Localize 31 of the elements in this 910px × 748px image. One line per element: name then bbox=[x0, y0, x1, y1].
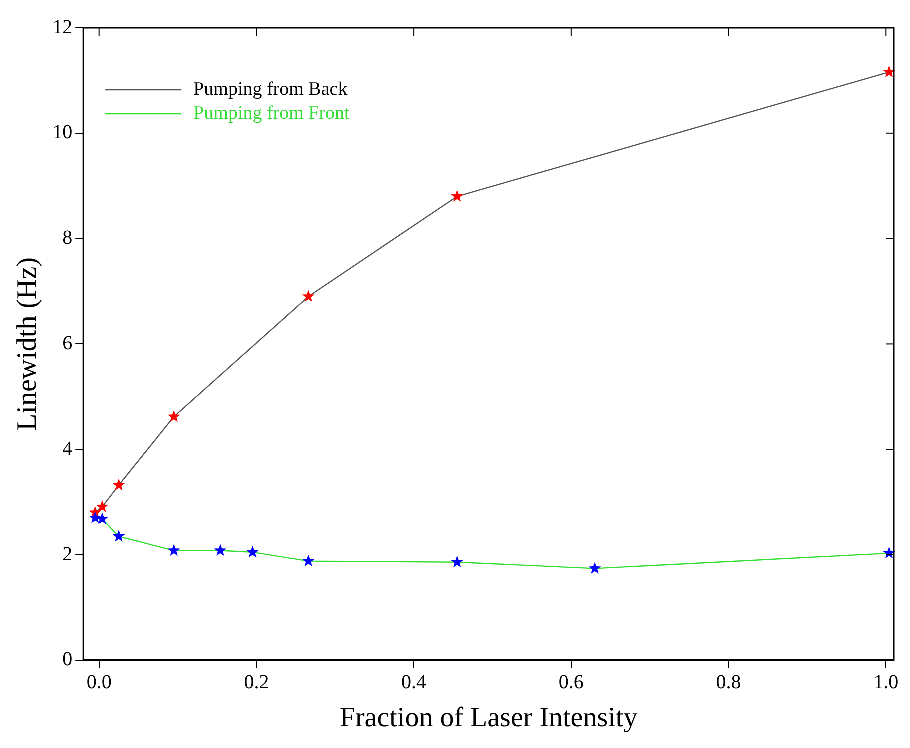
x-tick-label: 0.6 bbox=[558, 672, 584, 694]
y-axis-title: Linewidth (Hz) bbox=[12, 258, 44, 431]
point bbox=[246, 546, 259, 558]
legend-label: Pumping from Front bbox=[194, 102, 351, 124]
x-tick-label: 1.0 bbox=[874, 672, 899, 694]
point bbox=[302, 554, 315, 567]
point bbox=[89, 512, 102, 524]
y-tick-label: 2 bbox=[62, 543, 73, 566]
y-tick-label: 12 bbox=[52, 16, 73, 38]
y-tick-label: 0 bbox=[62, 648, 73, 671]
x-tick-label: 0.2 bbox=[244, 672, 270, 694]
point bbox=[112, 478, 126, 491]
point bbox=[883, 66, 896, 78]
point bbox=[451, 556, 464, 568]
x-tick-label: 0.8 bbox=[716, 672, 742, 694]
point bbox=[588, 562, 602, 574]
point bbox=[168, 544, 180, 556]
legend-label: Pumping from Back bbox=[194, 78, 348, 100]
x-tick-label: 0.0 bbox=[86, 672, 112, 694]
point bbox=[214, 544, 227, 556]
y-tick-label: 6 bbox=[62, 332, 73, 354]
point bbox=[302, 290, 315, 302]
point bbox=[451, 190, 464, 202]
point bbox=[96, 500, 109, 512]
x-axis-title: Fraction of Laser Intensity bbox=[340, 702, 638, 734]
x-tick-label: 0.4 bbox=[402, 672, 427, 694]
y-tick-label: 10 bbox=[52, 122, 73, 144]
y-tick-label: 4 bbox=[62, 438, 73, 460]
point bbox=[168, 410, 180, 422]
point bbox=[112, 530, 126, 542]
y-tick-label: 8 bbox=[62, 227, 73, 250]
